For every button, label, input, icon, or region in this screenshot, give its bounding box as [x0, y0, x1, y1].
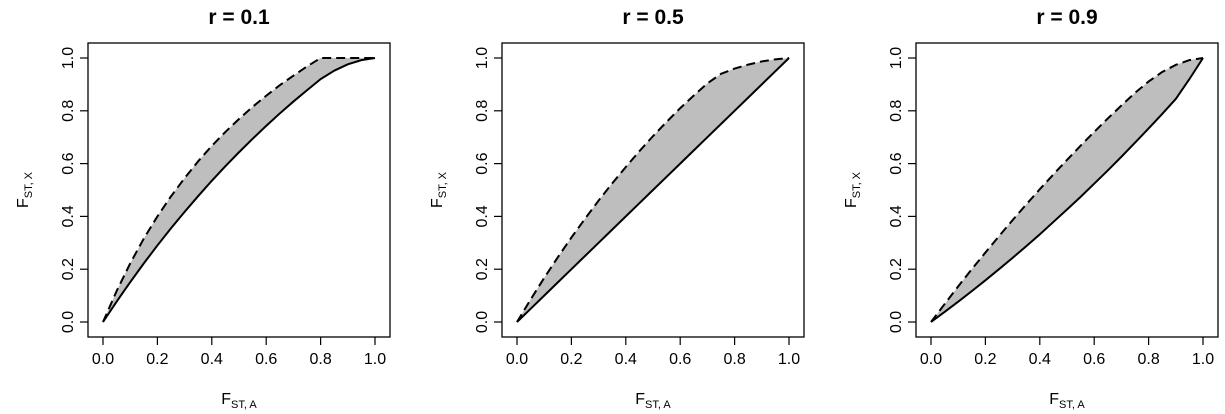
x-tick-label: 0.0 [920, 351, 942, 368]
y-tick-label: 0.2 [474, 258, 491, 280]
y-tick-label: 0.0 [60, 311, 77, 333]
x-tick-label: 0.2 [974, 351, 996, 368]
x-tick-label: 0.0 [506, 351, 528, 368]
chart-panel-3: r = 0.9 0.0 0.2 0.4 0.6 0.8 1.0 0.0 0.2 0.4 0.6 0.8… [843, 6, 1219, 411]
x-tick-label: 0.4 [201, 351, 223, 368]
solid-curve [930, 57, 1204, 323]
y-tick-label: 0.2 [60, 258, 77, 280]
dashed-curve [930, 57, 1204, 323]
y-tick-label: 0.6 [60, 152, 77, 174]
x-tick-label: 0.8 [723, 351, 745, 368]
y-tick-label: 1.0 [60, 47, 77, 69]
y-tick-label: 0.2 [888, 258, 905, 280]
y-tick-label: 0.0 [474, 311, 491, 333]
plot-box [87, 42, 391, 338]
x-tick-label: 1.0 [364, 351, 386, 368]
chart-panel-1: r = 0.1 0.0 0.2 0.4 0.6 0.8 1.0 0.0 0.2 0.4 0.6 0.8… [15, 6, 391, 411]
shaded-region [931, 58, 1203, 322]
chart-title: r = 0.1 [208, 6, 270, 29]
chart-title: r = 0.5 [622, 6, 684, 29]
x-tick-label: 0.4 [1029, 351, 1051, 368]
x-tick-label: 0.4 [615, 351, 637, 368]
chart-panel-2: r = 0.5 0.0 0.2 0.4 0.6 0.8 1.0 0.0 0.2 0.4 0.6 0.8… [429, 6, 805, 411]
solid-curve [102, 57, 376, 323]
x-tick-label: 0.0 [92, 351, 114, 368]
x-tick-label: 0.8 [309, 351, 331, 368]
y-tick-label: 0.4 [60, 205, 77, 227]
x-tick-label: 0.6 [255, 351, 277, 368]
y-tick-label: 0.6 [888, 152, 905, 174]
x-axis-label: FST, A [221, 391, 257, 411]
x-tick-label: 1.0 [1192, 351, 1214, 368]
y-tick-label: 0.0 [888, 311, 905, 333]
y-axis-label: FST, X [15, 171, 35, 208]
y-tick-label: 0.6 [474, 152, 491, 174]
solid-curve [516, 57, 790, 323]
x-tick-label: 0.2 [146, 351, 168, 368]
shaded-region [103, 58, 375, 322]
x-axis-label: FST, A [635, 391, 671, 411]
chart-title: r = 0.9 [1036, 6, 1097, 29]
y-axis-label: FST, X [429, 171, 449, 208]
y-tick-label: 1.0 [888, 47, 905, 69]
x-tick-label: 1.0 [778, 351, 800, 368]
y-tick-label: 0.8 [474, 100, 491, 122]
x-tick-label: 0.6 [1083, 351, 1105, 368]
y-tick-label: 0.4 [474, 205, 491, 227]
dashed-curve [102, 57, 375, 323]
y-tick-label: 1.0 [474, 47, 491, 69]
x-tick-label: 0.8 [1137, 351, 1159, 368]
x-tick-label: 0.6 [669, 351, 691, 368]
dashed-curve [516, 57, 790, 323]
x-tick-label: 0.2 [560, 351, 582, 368]
plot-box [915, 42, 1219, 338]
y-tick-label: 0.8 [60, 100, 77, 122]
y-tick-label: 0.8 [888, 100, 905, 122]
y-tick-label: 0.4 [888, 205, 905, 227]
plot-box [501, 42, 805, 338]
x-axis-label: FST, A [1049, 391, 1085, 411]
y-axis-label: FST, X [843, 171, 863, 208]
